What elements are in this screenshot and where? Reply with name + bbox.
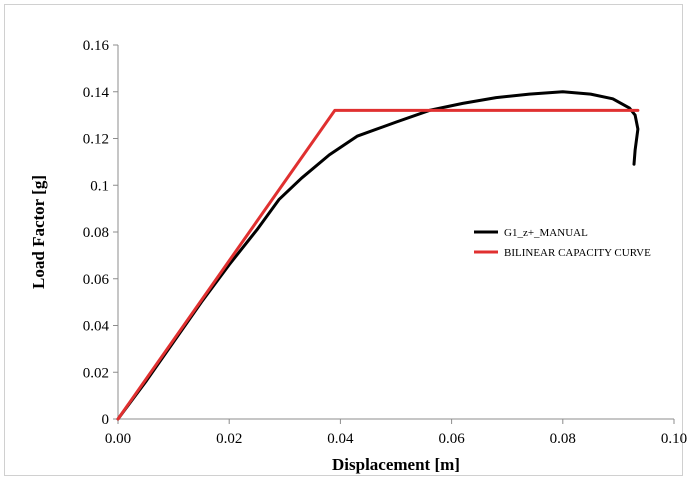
x-tick-label: 0.08 [550,431,576,447]
y-tick-label: 0.12 [83,132,109,148]
y-tick-label: 0.04 [83,319,110,335]
y-tick-label: 0 [102,412,110,428]
chart-frame [4,4,683,476]
y-tick-label: 0.1 [90,178,109,194]
y-tick-label: 0.02 [83,365,109,381]
series-line-1 [116,108,640,421]
x-tick-label: 0.10 [661,431,687,447]
legend: G1_z+_MANUAL BILINEAR CAPACITY CURVE [474,227,651,259]
x-tick-label: 0.06 [438,431,465,447]
x-tick-label: 0.02 [216,431,242,447]
y-tick-label: 0.08 [83,225,109,241]
x-tick-label: 0.04 [327,431,354,447]
axes [117,45,674,420]
ticks: 0 0.02 0.04 0.06 0.08 0.1 0.12 0.14 0.16 0.00 0.02… [83,38,687,447]
x-axis-title: Displacement [m] [332,455,460,474]
y-tick-label: 0.16 [83,38,110,54]
y-axis-title: Load Factor [g] [29,175,48,289]
legend-label-1: BILINEAR CAPACITY CURVE [504,247,651,259]
y-tick-label: 0.14 [83,85,110,101]
series-layer [116,90,640,421]
legend-label-0: G1_z+_MANUAL [504,227,588,239]
y-tick-label: 0.06 [83,272,110,288]
x-tick-label: 0.00 [105,431,131,447]
